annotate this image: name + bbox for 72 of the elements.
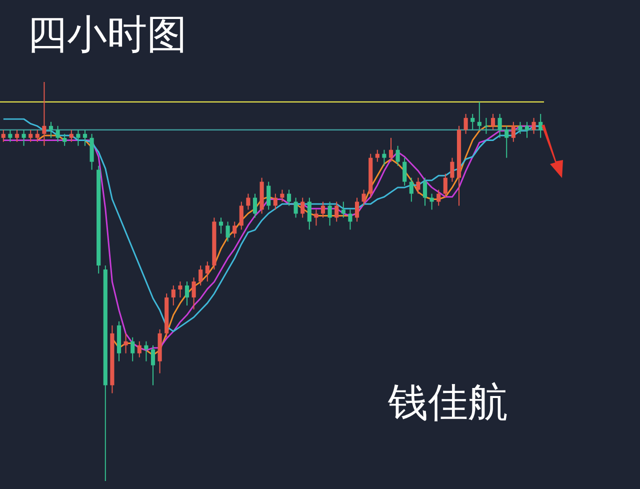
candlestick [375,149,380,162]
candlestick [218,217,224,234]
candlestick [124,332,128,354]
candlestick [1,129,6,142]
candlestick [518,121,522,134]
candlestick [490,113,496,130]
candlestick [137,340,142,358]
candlestick [430,193,434,210]
candlestick [286,189,292,206]
chart-title: 四小时图 [27,12,187,58]
candlestick [328,201,332,226]
candlestick [22,129,26,146]
candlestick [470,113,475,130]
candlestick [266,181,271,210]
candlestick [307,197,312,230]
candlestick [14,129,20,142]
candlestick [362,189,366,206]
candlestick [388,137,394,162]
candlestick [484,117,488,134]
candlestick [171,284,176,306]
candlestick [314,209,318,226]
candlestick [90,133,94,170]
candlestick [477,101,482,130]
candlestick [443,173,448,198]
candlestick [511,121,516,142]
candlestick [334,201,339,222]
candlestick [205,261,210,282]
candlestick [402,157,407,186]
candlestick [341,201,346,218]
candlestick [69,129,74,142]
candlestick [62,133,67,146]
candlestick [300,197,305,218]
candlestick [246,193,250,210]
candlestick [320,201,326,218]
candlestick [504,125,509,158]
candlestick [464,113,468,134]
candlestick [436,189,441,206]
candlestick [76,129,80,146]
candlestick [35,129,40,142]
candlestick [422,177,428,206]
candlestick [232,221,237,238]
candlestick [348,209,352,230]
candlestick [198,265,203,286]
candlestick [538,113,543,138]
candlestick [184,281,190,306]
candlestick [450,157,454,182]
candlestick [280,189,284,202]
candlestick [273,193,278,210]
candlestick [532,117,536,134]
candlestick [396,145,400,166]
candlestick [144,340,148,362]
candlestick [150,344,156,386]
candlestick [239,201,244,230]
candlestick [382,149,386,166]
candlestick [28,129,33,142]
candlestick [524,121,530,138]
candlestick [354,197,360,222]
candlestick [48,121,54,138]
candlestick [409,177,414,202]
candlestick [226,221,230,242]
candlestick [130,336,135,362]
candlestick [252,193,258,218]
candlestick [178,281,182,298]
annotation: 钱佳航 [387,380,508,426]
candlestick [56,125,60,142]
candlestick [294,197,298,218]
candlestick [416,177,420,194]
candlestick [8,129,12,142]
candlestick [192,277,196,310]
candlestick [82,129,88,146]
candlestick [42,82,46,146]
candlestick [498,113,502,138]
